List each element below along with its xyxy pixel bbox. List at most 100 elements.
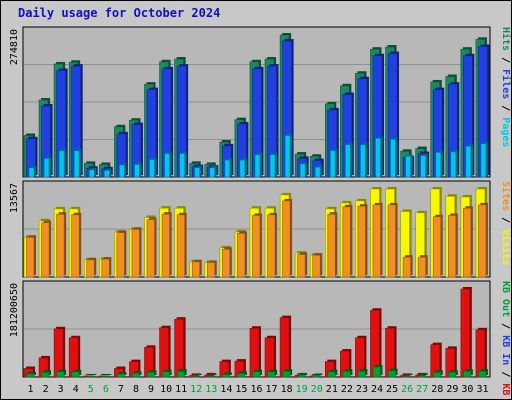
bar-sites — [372, 204, 381, 278]
bar-pages — [284, 135, 291, 178]
bar-kb-out — [206, 375, 216, 378]
legend-item-kb-in: KB In — [500, 335, 511, 365]
bar-shadow — [103, 374, 112, 375]
bar-pages — [390, 139, 396, 178]
bar-sites — [86, 259, 95, 278]
bar-kb-out — [71, 371, 80, 378]
legend-item-hits: Hits — [500, 27, 512, 51]
x-tick-label: 15 — [235, 384, 247, 395]
bar-pages — [224, 159, 231, 178]
bar-kb-out — [312, 375, 321, 378]
x-tick-label: 6 — [103, 384, 109, 395]
bar-kb-out — [402, 375, 411, 378]
bar-kb-out — [372, 366, 381, 378]
x-tick-label: 23 — [356, 384, 368, 395]
bar-sites — [387, 204, 396, 278]
x-tick-label: 20 — [311, 384, 323, 395]
bar-pages — [164, 153, 170, 178]
bar-shadow — [209, 374, 217, 375]
legend-item-kb-out: KB Out — [500, 281, 511, 317]
bar-pages — [465, 146, 472, 178]
legend-separator: / — [500, 51, 511, 69]
bar-sites — [357, 205, 366, 278]
bar-kb-out — [26, 373, 35, 378]
bar-sites — [222, 248, 231, 278]
x-tick-label: 27 — [416, 384, 428, 395]
bar-kb-out — [327, 371, 336, 378]
bar-pages — [420, 155, 426, 178]
bar-pages — [209, 167, 216, 178]
bar-pages — [329, 150, 336, 178]
x-tick-label: 16 — [250, 384, 262, 395]
bar-shadow — [206, 372, 216, 375]
bar-pages — [269, 154, 276, 178]
bar-pages — [43, 158, 50, 178]
bar-shadow — [405, 373, 413, 375]
bar-pages — [194, 167, 201, 178]
bar-pages — [88, 169, 95, 178]
bar-kb-out — [131, 372, 140, 378]
bar-sites — [131, 229, 140, 278]
bar-kb-out — [267, 371, 276, 378]
bar-sites — [26, 237, 35, 278]
bar-sites — [116, 232, 125, 278]
bar-kb-out — [237, 372, 246, 378]
bar-sites — [432, 216, 442, 278]
bar-pages — [435, 152, 442, 178]
bar-kb-f — [174, 318, 184, 378]
bar-kb-f — [460, 288, 471, 378]
x-tick-label: 18 — [281, 384, 293, 395]
bar-pages — [73, 150, 80, 178]
bar-kb-out — [357, 370, 366, 378]
bar-kb-out — [116, 373, 125, 378]
bar-shadow — [28, 371, 36, 375]
bar-kb-out — [176, 370, 185, 378]
bar-sites — [312, 254, 321, 278]
bar-sites — [101, 258, 110, 278]
bar-pages — [58, 150, 65, 178]
legend-separator: / — [500, 211, 511, 229]
bar-pages — [405, 155, 411, 178]
chart-title: Daily usage for October 2024 — [18, 6, 221, 20]
x-tick-label: 28 — [431, 384, 443, 395]
x-tick-label: 12 — [190, 384, 202, 395]
bar-pages — [28, 167, 35, 178]
bar-sites — [206, 262, 216, 278]
legend-item-visits: Visits — [500, 229, 512, 265]
bar-pages — [104, 170, 110, 178]
legend-item-files: Files — [500, 69, 512, 99]
legend: Sites / Visits — [500, 181, 512, 265]
bar-sites — [71, 214, 80, 278]
bar-pages — [179, 153, 185, 178]
bar-pages — [375, 137, 381, 178]
bar-kb-out — [463, 370, 472, 378]
bar-sites — [417, 256, 426, 278]
bar-sites — [41, 222, 50, 278]
bar-sites — [342, 206, 351, 278]
bar-kb-out — [432, 371, 442, 378]
bar-shadow — [299, 372, 308, 375]
bar-sites — [146, 219, 155, 278]
bar-kb-out — [478, 370, 487, 378]
bar-shadow — [118, 371, 127, 375]
bar-kb-out — [297, 374, 306, 378]
bar-kb-out — [86, 375, 95, 378]
x-tick-label: 19 — [296, 384, 308, 395]
bar-kb-out — [252, 371, 261, 378]
legend: KB Out / KB In / KB F — [500, 281, 511, 400]
y-max-label: 274810 — [9, 29, 20, 65]
x-tick-label: 11 — [175, 384, 187, 395]
bar-kb-out — [101, 375, 110, 378]
bar-shadow — [420, 373, 428, 375]
bar-pages — [360, 144, 366, 178]
bar-pages — [239, 159, 246, 178]
x-tick-label: 24 — [371, 384, 383, 395]
bar-kb-out — [387, 370, 396, 378]
x-tick-label: 31 — [476, 384, 488, 395]
x-tick-label: 17 — [266, 384, 278, 395]
x-tick-label: 13 — [205, 384, 217, 395]
bar-kb-out — [56, 371, 65, 378]
bar-sites — [282, 200, 291, 278]
bar-pages — [134, 164, 140, 178]
